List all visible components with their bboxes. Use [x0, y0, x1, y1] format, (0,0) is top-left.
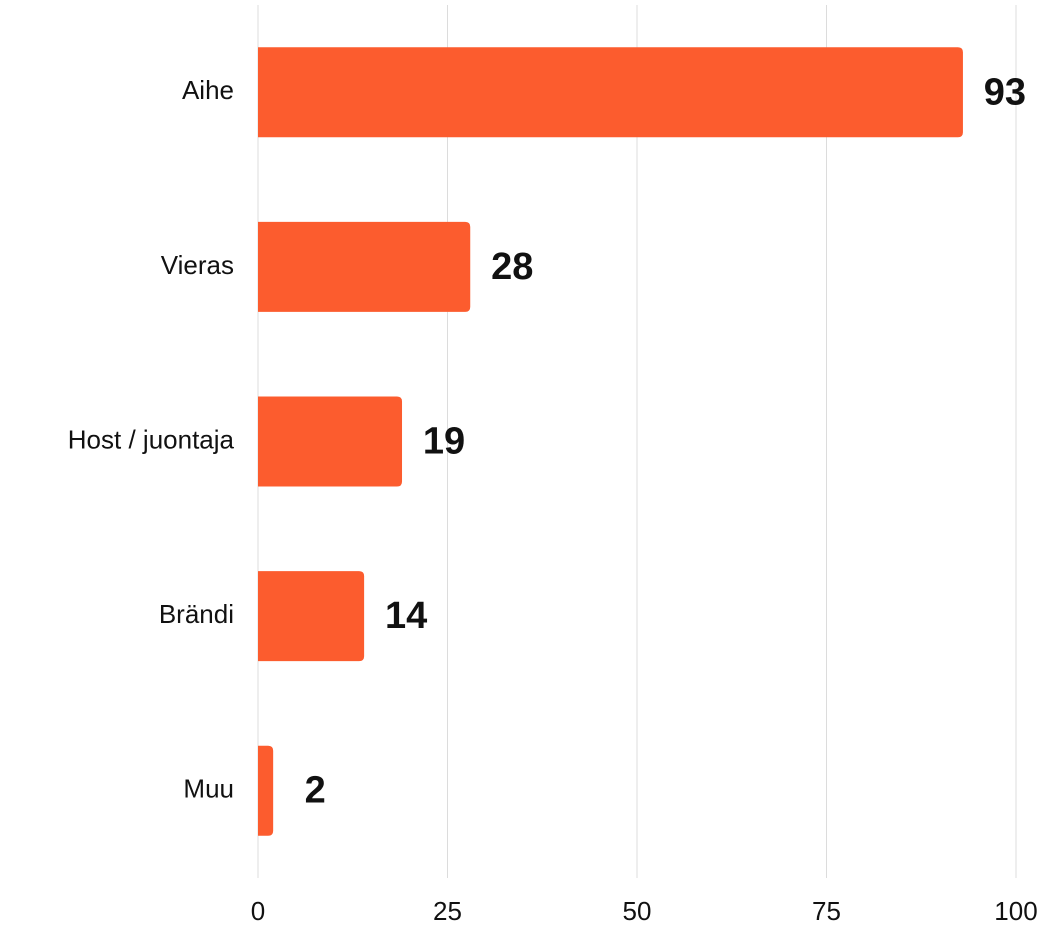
x-tick-label: 25 — [433, 896, 462, 926]
x-tick-label: 0 — [251, 896, 265, 926]
value-label: 19 — [423, 421, 465, 463]
bar — [258, 221, 471, 312]
y-tick-label: Aihe — [182, 75, 234, 105]
bar — [258, 745, 274, 836]
x-tick-label: 75 — [812, 896, 841, 926]
y-tick-label: Muu — [183, 774, 234, 804]
value-label: 14 — [385, 595, 427, 637]
y-tick-label: Brändi — [159, 599, 234, 629]
y-tick-label: Host / juontaja — [68, 424, 235, 454]
y-tick-label: Vieras — [161, 250, 234, 280]
value-label: 2 — [305, 770, 326, 812]
bar — [258, 396, 403, 487]
x-tick-label: 50 — [623, 896, 652, 926]
bar — [258, 571, 365, 662]
value-label: 28 — [491, 246, 533, 288]
value-label: 93 — [984, 71, 1026, 113]
x-tick-label: 100 — [994, 896, 1037, 926]
bar — [258, 47, 963, 138]
